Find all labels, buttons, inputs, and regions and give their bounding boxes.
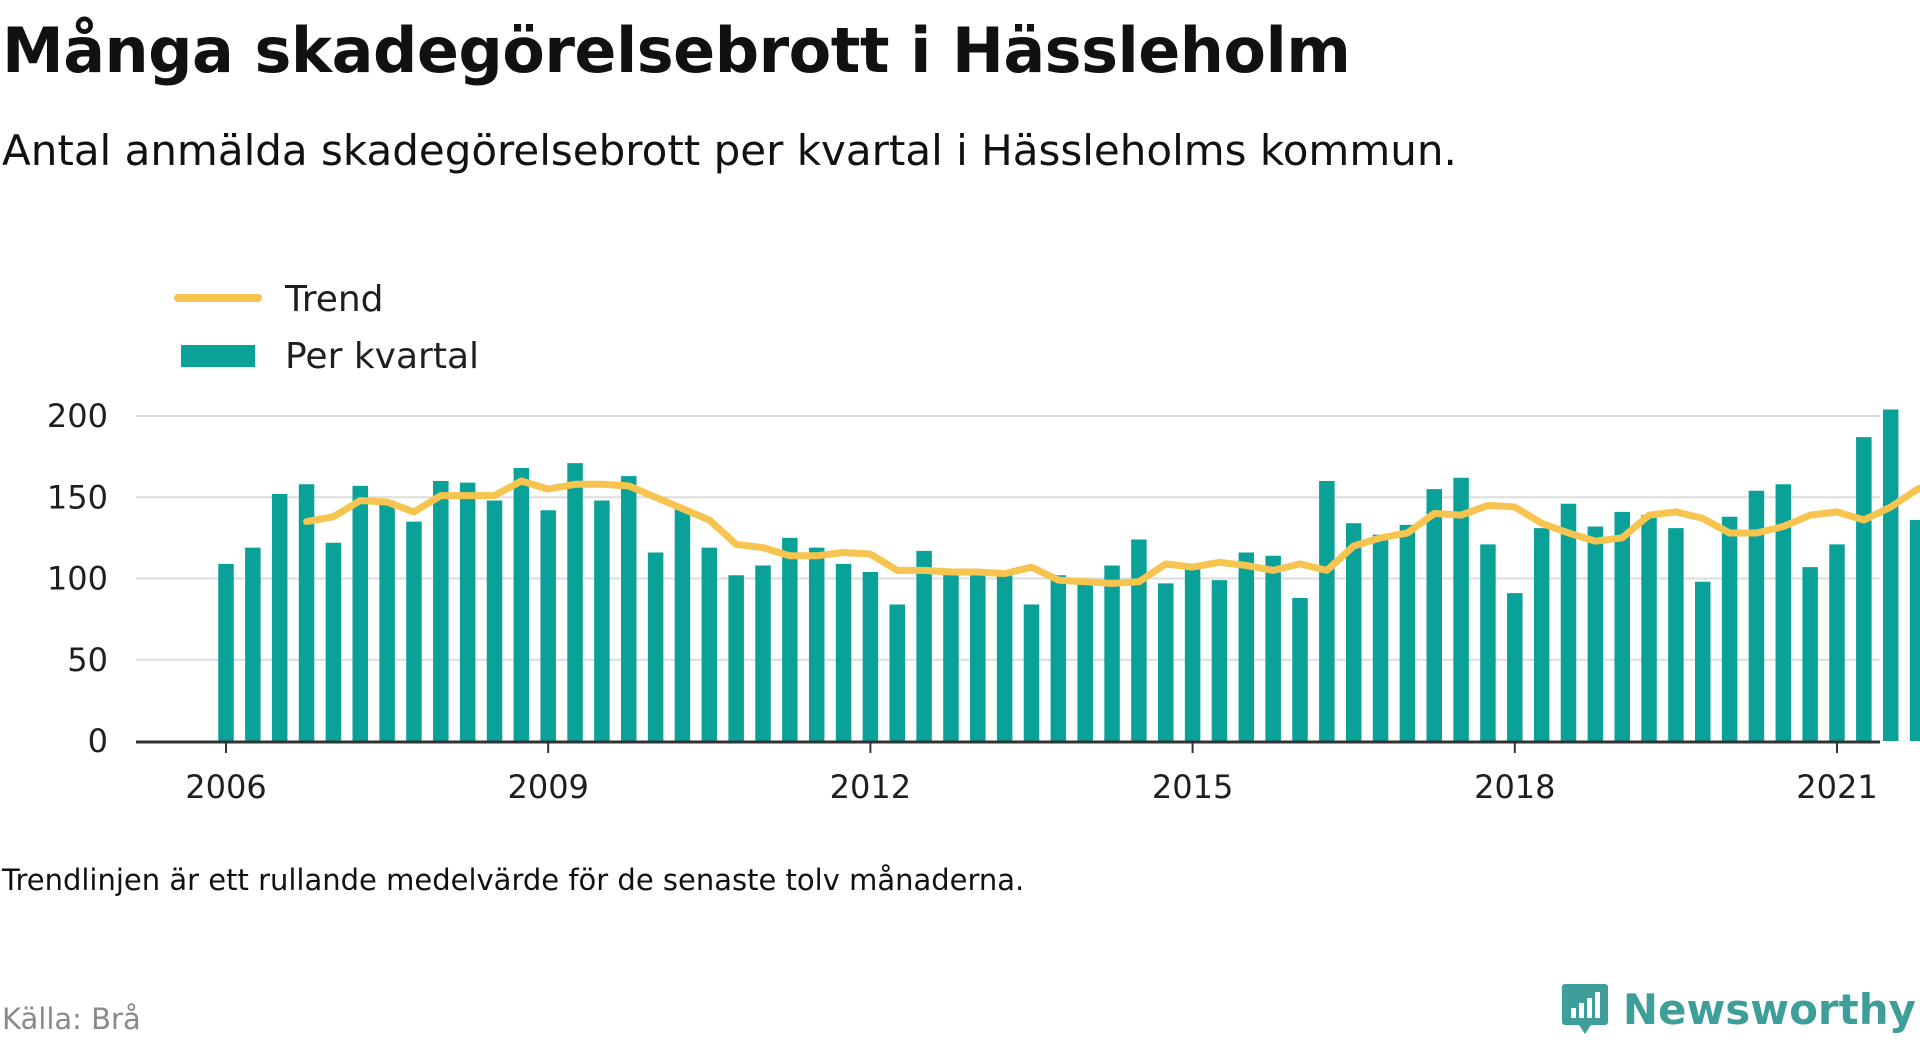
bar <box>1829 544 1845 741</box>
chart-subtitle: Antal anmälda skadegörelsebrott per kvar… <box>2 126 1457 175</box>
bar <box>486 500 503 741</box>
bar <box>1614 511 1630 741</box>
bar <box>1587 526 1604 741</box>
bar <box>540 510 556 741</box>
bar-series <box>218 409 1920 741</box>
bar <box>298 484 315 741</box>
legend-bars-swatch <box>181 345 255 367</box>
bar <box>970 572 986 741</box>
bar <box>1345 523 1362 741</box>
bar <box>1480 544 1496 741</box>
bar <box>1184 567 1201 741</box>
bar <box>1104 565 1120 741</box>
trend-line <box>303 477 1920 587</box>
bar <box>862 572 879 741</box>
bar <box>1533 528 1550 741</box>
newsworthy-logo-icon <box>1561 984 1608 1034</box>
bar <box>621 476 637 741</box>
bar <box>647 552 664 741</box>
bar <box>1292 598 1308 741</box>
bar <box>1426 489 1442 741</box>
bar <box>1158 583 1174 741</box>
bar <box>808 547 825 741</box>
x-tick-label: 2009 <box>507 768 588 806</box>
bar <box>1265 555 1281 741</box>
bar <box>1077 583 1093 741</box>
bar <box>1453 477 1469 741</box>
bar <box>594 500 610 741</box>
bar <box>1882 409 1899 741</box>
x-axis-labels: 2006200920122015201820212023 <box>185 742 1878 806</box>
y-tick-label: 0 <box>88 722 108 760</box>
footnote: Trendlinjen är ett rullande medelvärde f… <box>2 863 1025 897</box>
legend-trend-label: Trend <box>284 279 384 320</box>
bar <box>1721 516 1738 741</box>
bar <box>1695 581 1711 741</box>
source-label: Källa: Brå <box>2 1002 141 1036</box>
bar <box>674 508 691 741</box>
y-tick-label: 150 <box>47 478 108 516</box>
x-tick-label: 2006 <box>185 768 266 806</box>
bar <box>1775 484 1792 741</box>
bar <box>1131 539 1147 741</box>
bar <box>1399 524 1416 741</box>
bar <box>1748 490 1765 741</box>
x-tick-label: 2018 <box>1474 768 1555 806</box>
bar <box>1802 567 1818 741</box>
bar <box>782 537 798 741</box>
y-axis-labels: 0 50 100 150 200 <box>47 397 108 760</box>
bar <box>433 481 449 741</box>
bar <box>513 468 530 741</box>
y-tick-label: 100 <box>47 560 108 598</box>
brand-name: Newsworthy <box>1622 984 1916 1034</box>
bar <box>567 463 583 741</box>
bar <box>1507 593 1523 741</box>
bar <box>1238 552 1255 741</box>
bar <box>1050 575 1067 741</box>
bar <box>1211 580 1228 741</box>
bar <box>1641 515 1657 741</box>
bar <box>352 485 368 741</box>
bar <box>1372 534 1389 741</box>
bar <box>728 575 744 741</box>
bar <box>459 482 476 741</box>
bar <box>1560 503 1577 741</box>
bar <box>755 565 771 741</box>
legend: Trend Per kvartal <box>168 260 490 380</box>
bar <box>245 547 261 741</box>
bar <box>1856 437 1872 741</box>
bar <box>1909 520 1920 741</box>
bar <box>996 575 1013 741</box>
brand-logo: Newsworthy <box>1561 982 1916 1036</box>
bar <box>406 521 422 741</box>
y-tick-label: 50 <box>67 641 108 679</box>
y-tick-label: 200 <box>47 397 108 435</box>
bar <box>916 550 932 741</box>
bar <box>271 494 288 741</box>
chart-title: Många skadegörelsebrott i Hässleholm <box>2 14 1351 87</box>
x-tick-label: 2015 <box>1152 768 1233 806</box>
bar <box>379 500 395 741</box>
x-tick-label: 2012 <box>830 768 911 806</box>
bar <box>943 573 959 741</box>
bar <box>1023 604 1040 741</box>
bar <box>889 604 905 741</box>
bar <box>1319 481 1335 741</box>
legend-bars-label: Per kvartal <box>285 336 479 377</box>
bar <box>218 563 234 741</box>
bar <box>325 542 342 741</box>
bar <box>835 563 852 741</box>
bar <box>701 547 718 741</box>
x-tick-label: 2021 <box>1796 768 1877 806</box>
bar <box>1668 528 1684 741</box>
